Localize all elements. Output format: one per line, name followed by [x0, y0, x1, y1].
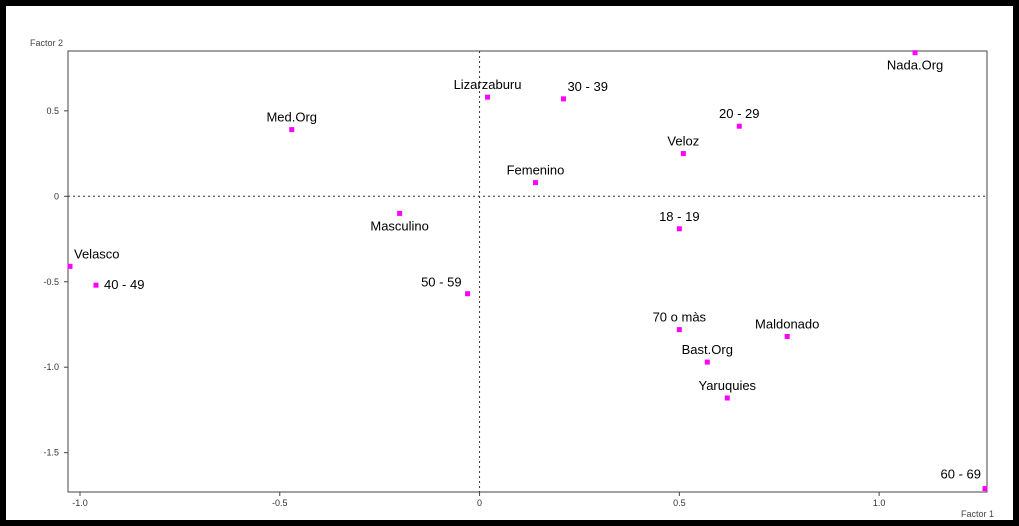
data-point — [784, 333, 790, 339]
point-label: Lizarzaburu — [454, 77, 522, 92]
data-point — [67, 263, 73, 269]
data-point — [485, 94, 491, 100]
x-tick-label: 1.0 — [873, 498, 886, 508]
point-label: 60 - 69 — [941, 467, 981, 482]
point-label: Med.Org — [266, 110, 317, 125]
point-label: Velasco — [74, 246, 120, 261]
data-point — [676, 226, 682, 232]
x-tick-label: 0.5 — [673, 498, 686, 508]
x-axis-title: Factor 1 — [961, 509, 995, 519]
data-point — [465, 291, 471, 297]
x-tick-label: -0.5 — [272, 498, 288, 508]
x-tick-label: 0 — [477, 498, 482, 508]
data-point — [912, 50, 918, 56]
point-label: Bast.Org — [682, 342, 733, 357]
x-tick-label: -1.0 — [72, 498, 88, 508]
point-label: Femenino — [507, 163, 565, 178]
data-point — [736, 123, 742, 129]
point-label: 30 - 39 — [567, 79, 607, 94]
data-point — [397, 210, 403, 216]
y-tick-label: 0.5 — [46, 106, 59, 116]
data-point — [724, 395, 730, 401]
point-label: Maldonado — [755, 316, 819, 331]
point-label: Yaruquies — [698, 378, 756, 393]
data-point — [676, 327, 682, 333]
data-point — [560, 96, 566, 102]
y-tick-label: 0 — [54, 191, 59, 201]
data-point — [93, 282, 99, 288]
data-point — [532, 180, 538, 186]
y-tick-label: -1.5 — [43, 448, 59, 458]
point-label: Masculino — [370, 218, 429, 233]
point-label: 50 - 59 — [421, 275, 461, 290]
scatter-plot: 0.5 0 -0.5 -1.0 -1.5 -1.0 -0.5 0 0.5 1.0 Nada.Org L… — [43, 50, 988, 508]
y-axis-title: Factor 2 — [30, 38, 64, 48]
point-label: 70 o màs — [653, 310, 707, 325]
data-point — [704, 359, 710, 365]
point-label: 40 - 49 — [104, 277, 144, 292]
point-label: 18 - 19 — [659, 209, 699, 224]
chart-frame: 0.5 0 -0.5 -1.0 -1.5 -1.0 -0.5 0 0.5 1.0 Nada.Org L… — [6, 6, 1013, 520]
point-label: Nada.Org — [887, 58, 943, 73]
point-label: Veloz — [667, 134, 699, 149]
data-point — [982, 486, 988, 492]
data-point — [680, 151, 686, 157]
data-point — [289, 127, 295, 133]
point-label: 20 - 29 — [719, 106, 759, 121]
y-tick-label: -0.5 — [43, 277, 59, 287]
plot-border — [67, 50, 988, 493]
y-tick-label: -1.0 — [43, 362, 59, 372]
